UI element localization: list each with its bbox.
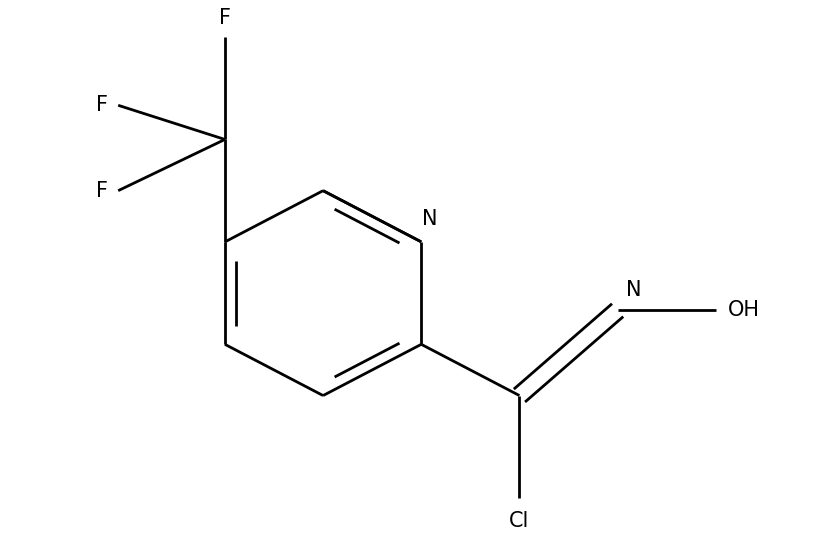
Text: OH: OH bbox=[728, 300, 760, 320]
Text: N: N bbox=[422, 209, 438, 229]
Text: F: F bbox=[219, 8, 231, 29]
Text: Cl: Cl bbox=[510, 511, 530, 531]
Text: F: F bbox=[96, 95, 108, 115]
Text: F: F bbox=[96, 181, 108, 201]
Text: N: N bbox=[626, 280, 641, 300]
